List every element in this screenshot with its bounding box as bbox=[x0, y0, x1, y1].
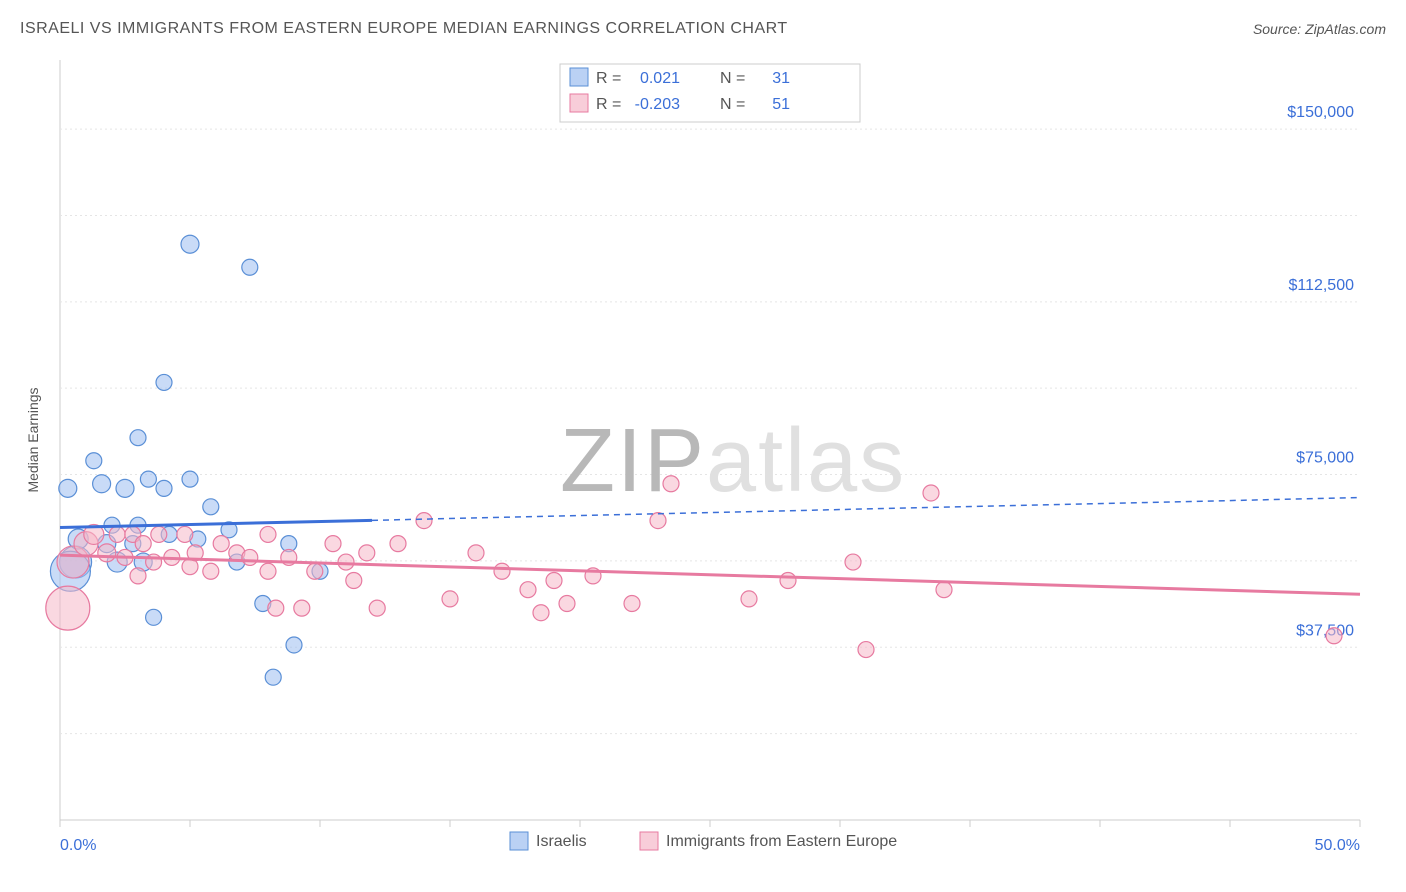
corr-r-label: R = bbox=[596, 70, 621, 87]
data-point bbox=[546, 572, 562, 588]
data-point bbox=[294, 600, 310, 616]
data-point bbox=[265, 669, 281, 685]
data-point bbox=[177, 526, 193, 542]
x-tick-label: 0.0% bbox=[60, 837, 96, 854]
y-tick-label: $112,500 bbox=[1288, 277, 1354, 294]
data-point bbox=[780, 572, 796, 588]
data-point bbox=[369, 600, 385, 616]
data-point bbox=[559, 596, 575, 612]
y-axis-label: Median Earnings bbox=[25, 387, 41, 492]
data-point bbox=[520, 582, 536, 598]
data-point bbox=[741, 591, 757, 607]
data-point bbox=[1326, 628, 1342, 644]
legend-swatch bbox=[570, 94, 588, 112]
data-point bbox=[325, 536, 341, 552]
y-tick-label: $150,000 bbox=[1287, 104, 1354, 121]
data-point bbox=[98, 544, 116, 562]
data-point bbox=[268, 600, 284, 616]
corr-n-value: 51 bbox=[772, 96, 790, 113]
y-tick-label: $75,000 bbox=[1296, 450, 1354, 467]
y-tick-label: $37,500 bbox=[1296, 622, 1354, 639]
data-point bbox=[650, 513, 666, 529]
data-point bbox=[109, 526, 125, 542]
corr-n-label: N = bbox=[720, 96, 745, 113]
data-point bbox=[442, 591, 458, 607]
legend-label: Immigrants from Eastern Europe bbox=[666, 833, 897, 850]
data-point bbox=[936, 582, 952, 598]
corr-r-value: -0.203 bbox=[635, 96, 680, 113]
data-point bbox=[923, 485, 939, 501]
corr-r-value: 0.021 bbox=[640, 70, 680, 87]
data-point bbox=[416, 513, 432, 529]
data-point bbox=[46, 586, 90, 630]
scatter-chart: $37,500 $75,000 $112,500 $150,000 0.0% 50.0% M… bbox=[20, 50, 1386, 870]
data-point bbox=[146, 609, 162, 625]
corr-n-label: N = bbox=[720, 70, 745, 87]
data-point bbox=[845, 554, 861, 570]
data-point bbox=[260, 526, 276, 542]
corr-r-label: R = bbox=[596, 96, 621, 113]
data-point bbox=[346, 572, 362, 588]
legend-swatch bbox=[640, 832, 658, 850]
data-point bbox=[140, 471, 156, 487]
chart-container: $37,500 $75,000 $112,500 $150,000 0.0% 50.0% M… bbox=[20, 50, 1386, 870]
data-point bbox=[130, 430, 146, 446]
legend-swatch bbox=[510, 832, 528, 850]
legend-swatch bbox=[570, 68, 588, 86]
data-point bbox=[338, 554, 354, 570]
data-point bbox=[468, 545, 484, 561]
data-point bbox=[624, 596, 640, 612]
data-point bbox=[390, 536, 406, 552]
data-point bbox=[242, 259, 258, 275]
data-point bbox=[156, 374, 172, 390]
data-point bbox=[93, 475, 111, 493]
data-point bbox=[203, 499, 219, 515]
data-point bbox=[182, 471, 198, 487]
data-point bbox=[286, 637, 302, 653]
data-point bbox=[181, 235, 199, 253]
data-point bbox=[86, 453, 102, 469]
data-point bbox=[116, 479, 134, 497]
data-point bbox=[494, 563, 510, 579]
data-point bbox=[242, 549, 258, 565]
data-point bbox=[663, 476, 679, 492]
legend-label: Israelis bbox=[536, 833, 587, 850]
data-point bbox=[135, 536, 151, 552]
data-point bbox=[130, 568, 146, 584]
data-point bbox=[59, 479, 77, 497]
data-point bbox=[203, 563, 219, 579]
page-title: ISRAELI VS IMMIGRANTS FROM EASTERN EUROP… bbox=[20, 20, 788, 38]
data-point bbox=[213, 536, 229, 552]
x-tick-label: 50.0% bbox=[1315, 837, 1360, 854]
data-point bbox=[533, 605, 549, 621]
data-point bbox=[359, 545, 375, 561]
source-label: Source: ZipAtlas.com bbox=[1253, 21, 1386, 37]
data-point bbox=[260, 563, 276, 579]
data-point bbox=[307, 563, 323, 579]
corr-n-value: 31 bbox=[772, 70, 790, 87]
trend-line-extrap bbox=[372, 498, 1360, 521]
data-point bbox=[156, 480, 172, 496]
data-point bbox=[858, 642, 874, 658]
data-point bbox=[151, 526, 167, 542]
